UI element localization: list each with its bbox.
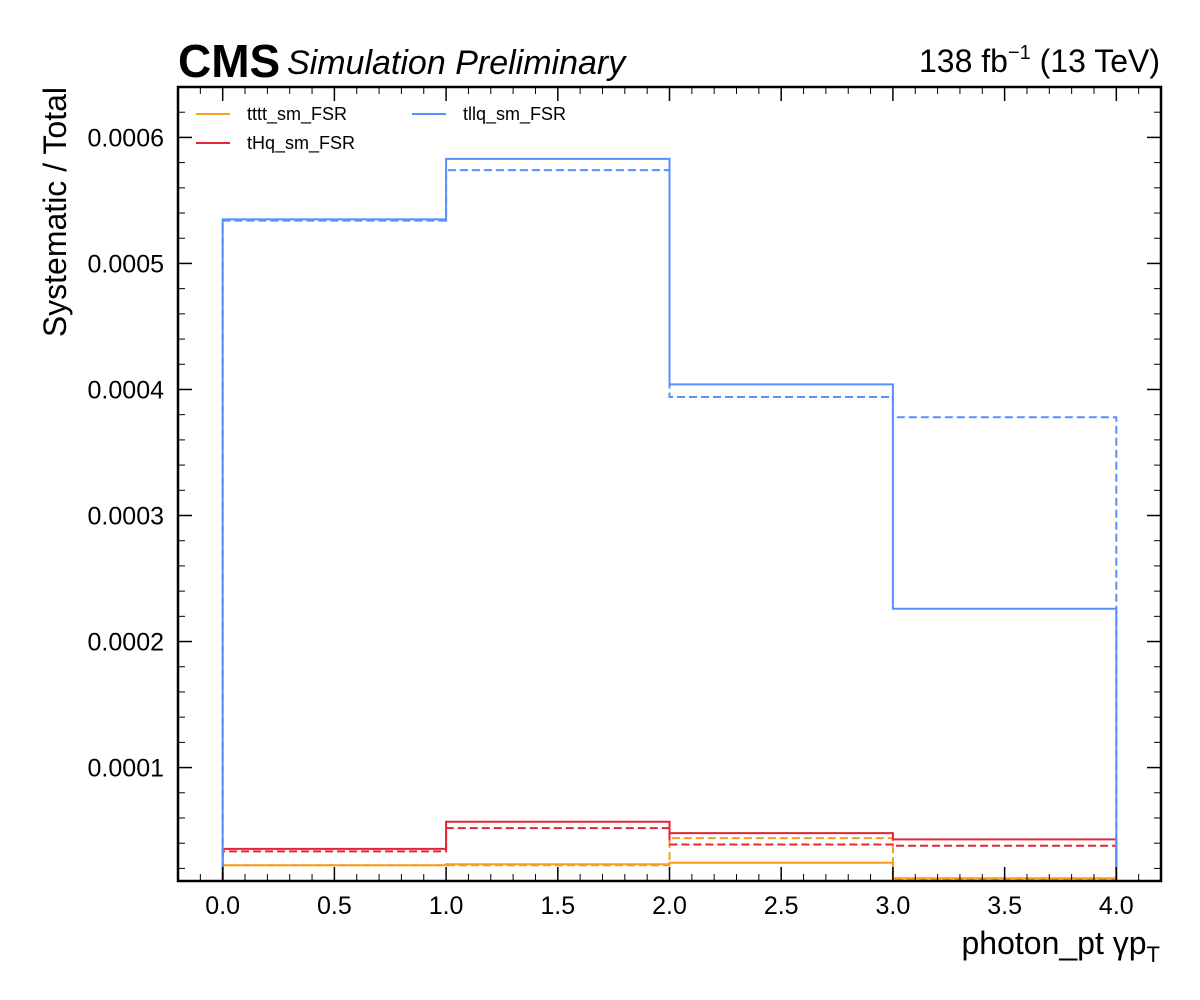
luminosity-label: 138 fb−1 (13 TeV)	[919, 42, 1160, 79]
y-tick-label: 0.0004	[88, 376, 165, 404]
experiment-label: CMS	[178, 35, 280, 87]
series-tllq_sm_FSR-dashed	[221, 169, 1118, 881]
energy-label: (13 TeV)	[1040, 43, 1160, 79]
plot-frame	[176, 85, 1163, 883]
status-label: Simulation Preliminary	[287, 44, 627, 82]
series-tHq_sm_FSR-solid	[221, 820, 1118, 881]
y-tick-label: 0.0001	[88, 755, 164, 783]
x-axis-title-main: photon_pt γp	[962, 925, 1147, 961]
x-tick-label: 3.0	[876, 892, 911, 920]
y-tick-label: 0.0006	[88, 124, 164, 152]
legend: tttt_sm_FSR tHq_sm_FSR tllq_sm_FSR	[196, 104, 566, 154]
x-tick-label: 3.5	[987, 892, 1022, 920]
y-tick-label: 0.0003	[88, 503, 164, 531]
legend-label-tllq_sm_FSR: tllq_sm_FSR	[463, 104, 566, 125]
x-tick-label: 0.0	[205, 892, 240, 920]
x-axis-title: photon_pt γpT	[962, 925, 1161, 967]
x-tick-label: 2.0	[652, 892, 687, 920]
ticks-layer: 0.0 0.5 1.0 1.5 2.0 2.5 3.0 3.5 4.0 0.0001 0.0002 0…	[88, 86, 1162, 920]
y-tick-label: 0.0005	[88, 250, 164, 278]
series-tllq_sm_FSR-solid	[221, 157, 1118, 881]
y-tick-label: 0.0002	[88, 629, 164, 657]
legend-label-tttt_sm_FSR: tttt_sm_FSR	[247, 104, 347, 125]
lumi-value: 138 fb	[919, 43, 1008, 79]
series-layer	[221, 157, 1118, 881]
x-tick-label: 0.5	[317, 892, 352, 920]
x-tick-label: 1.0	[429, 892, 464, 920]
y-axis-title: Systematic / Total	[37, 87, 73, 337]
series-tHq_sm_FSR-dashed	[221, 827, 1118, 881]
plot-area: 0.0 0.5 1.0 1.5 2.0 2.5 3.0 3.5 4.0 0.0001 0.0002 0…	[88, 85, 1163, 920]
x-tick-label: 4.0	[1099, 892, 1134, 920]
x-tick-label: 2.5	[764, 892, 799, 920]
x-axis-title-subscript: T	[1147, 942, 1160, 967]
legend-label-tHq_sm_FSR: tHq_sm_FSR	[247, 133, 355, 154]
x-tick-label: 1.5	[540, 892, 575, 920]
lumi-exponent: −1	[1008, 42, 1031, 64]
